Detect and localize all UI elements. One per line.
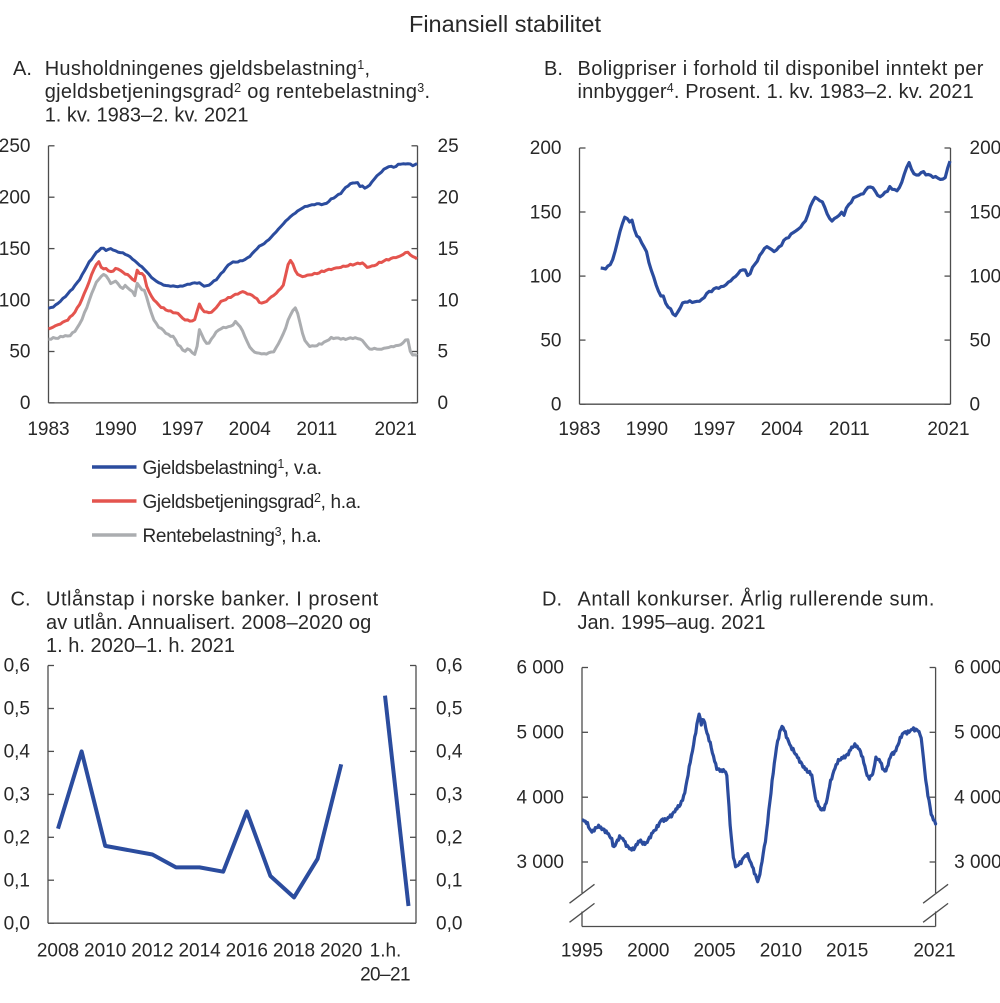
svg-text:25: 25	[438, 136, 459, 157]
svg-text:0: 0	[438, 393, 449, 414]
svg-text:2005: 2005	[693, 941, 735, 962]
svg-text:Finansiell stabilitet: Finansiell stabilitet	[409, 11, 601, 37]
svg-text:Utlånstap i norske banker. I p: Utlånstap i norske banker. I prosent	[46, 589, 379, 611]
svg-text:250: 250	[0, 136, 31, 157]
svg-text:0,3: 0,3	[436, 785, 462, 806]
svg-text:1. kv. 1983–2. kv. 2021: 1. kv. 1983–2. kv. 2021	[45, 105, 249, 127]
svg-text:2021: 2021	[927, 419, 969, 440]
svg-text:100: 100	[0, 290, 31, 311]
svg-text:2010: 2010	[760, 941, 802, 962]
svg-text:0,5: 0,5	[436, 699, 462, 720]
svg-text:2011: 2011	[296, 419, 337, 440]
svg-text:0,2: 0,2	[436, 828, 462, 849]
svg-text:1983: 1983	[27, 419, 69, 440]
svg-text:200: 200	[530, 138, 562, 159]
svg-text:2015: 2015	[826, 941, 868, 962]
svg-text:0: 0	[551, 394, 562, 415]
svg-text:1. h. 2020–1. h. 2021: 1. h. 2020–1. h. 2021	[46, 635, 235, 657]
svg-text:200: 200	[0, 187, 31, 208]
svg-text:10: 10	[438, 290, 459, 311]
svg-text:0,0: 0,0	[436, 913, 462, 934]
svg-text:200: 200	[970, 138, 1000, 159]
svg-text:0,4: 0,4	[4, 742, 31, 763]
svg-text:0,1: 0,1	[436, 870, 462, 891]
svg-text:Rentebelastning3, h.a.: Rentebelastning3, h.a.	[143, 525, 322, 547]
svg-text:1983: 1983	[558, 419, 600, 440]
svg-text:0,5: 0,5	[4, 699, 30, 720]
svg-text:0,6: 0,6	[436, 656, 462, 677]
svg-text:0: 0	[970, 394, 981, 415]
svg-text:50: 50	[540, 330, 561, 351]
svg-text:2004: 2004	[761, 419, 804, 440]
svg-text:0,6: 0,6	[4, 656, 30, 677]
svg-text:2016: 2016	[226, 941, 268, 962]
svg-text:2021: 2021	[913, 941, 955, 962]
svg-text:Gjeldsbelastning1, v.a.: Gjeldsbelastning1, v.a.	[143, 457, 322, 479]
svg-text:Gjeldsbetjeningsgrad2, h.a.: Gjeldsbetjeningsgrad2, h.a.	[143, 491, 361, 513]
svg-text:2000: 2000	[627, 941, 669, 962]
svg-text:2010: 2010	[84, 941, 126, 962]
svg-text:Boligpriser i forhold til disp: Boligpriser i forhold til disponibel inn…	[578, 58, 984, 80]
svg-text:Husholdningenes gjeldsbelastni: Husholdningenes gjeldsbelastning1,	[45, 58, 371, 80]
svg-text:0,3: 0,3	[4, 785, 30, 806]
svg-text:1.h.: 1.h.	[370, 941, 402, 962]
svg-text:0,2: 0,2	[4, 828, 30, 849]
svg-text:av utlån. Annualisert. 2008–20: av utlån. Annualisert. 2008–2020 og	[46, 612, 371, 634]
svg-text:5 000: 5 000	[516, 723, 564, 744]
svg-text:150: 150	[0, 239, 31, 260]
svg-text:20–21: 20–21	[360, 965, 410, 986]
svg-text:1997: 1997	[162, 419, 204, 440]
svg-text:0,4: 0,4	[436, 742, 463, 763]
svg-text:150: 150	[970, 202, 1000, 223]
svg-text:2012: 2012	[131, 941, 173, 962]
svg-text:1997: 1997	[693, 419, 735, 440]
svg-text:0: 0	[20, 393, 31, 414]
svg-text:2011: 2011	[829, 419, 870, 440]
svg-text:15: 15	[438, 239, 459, 260]
svg-text:2018: 2018	[273, 941, 315, 962]
svg-text:6 000: 6 000	[516, 658, 564, 679]
svg-text:4 000: 4 000	[954, 787, 1000, 808]
svg-text:5 000: 5 000	[954, 723, 1000, 744]
svg-text:6 000: 6 000	[954, 658, 1000, 679]
svg-text:20: 20	[438, 187, 459, 208]
svg-text:0,0: 0,0	[4, 913, 30, 934]
svg-text:D.: D.	[542, 589, 562, 611]
svg-text:1990: 1990	[94, 419, 136, 440]
svg-text:0,1: 0,1	[4, 870, 30, 891]
svg-text:2004: 2004	[229, 419, 272, 440]
svg-text:Antall konkurser. Årlig ruller: Antall konkurser. Årlig rullerende sum.	[578, 588, 936, 611]
svg-text:5: 5	[438, 342, 449, 363]
svg-text:50: 50	[9, 342, 30, 363]
svg-text:100: 100	[530, 266, 562, 287]
svg-text:B.: B.	[544, 58, 563, 80]
svg-text:50: 50	[970, 330, 991, 351]
svg-text:Jan. 1995–aug. 2021: Jan. 1995–aug. 2021	[578, 612, 766, 634]
svg-text:innbygger4. Prosent. 1. kv. 19: innbygger4. Prosent. 1. kv. 1983–2. kv. …	[578, 81, 974, 103]
svg-text:150: 150	[530, 202, 562, 223]
svg-text:2008: 2008	[37, 941, 79, 962]
svg-text:100: 100	[970, 266, 1000, 287]
svg-text:3 000: 3 000	[516, 852, 564, 873]
svg-text:C.: C.	[11, 589, 31, 611]
svg-text:2014: 2014	[178, 941, 221, 962]
svg-text:1995: 1995	[561, 941, 603, 962]
svg-text:4 000: 4 000	[516, 787, 564, 808]
svg-text:A.: A.	[13, 58, 32, 80]
svg-text:2021: 2021	[375, 419, 417, 440]
svg-text:3 000: 3 000	[954, 852, 1000, 873]
svg-text:1990: 1990	[626, 419, 668, 440]
svg-text:2020: 2020	[320, 941, 362, 962]
